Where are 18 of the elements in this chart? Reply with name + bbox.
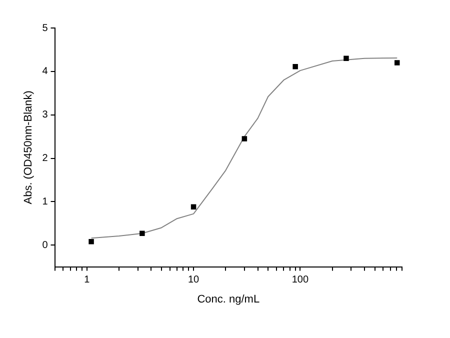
point — [394, 60, 400, 66]
y-axis-title: Abs. (OD450nm-Blank) — [22, 90, 35, 204]
y-tick-label: 0 — [42, 240, 48, 251]
x-axis-title: Conc. ng/mL — [197, 293, 260, 306]
point — [344, 56, 349, 62]
point — [292, 64, 298, 70]
y-tick-label: 5 — [42, 22, 48, 34]
point — [242, 136, 248, 142]
y-tick-label: 2 — [42, 153, 48, 164]
x-tick-label: 10 — [188, 274, 200, 286]
y-tick-label: 4 — [42, 66, 48, 78]
x-tick-label: 1 — [84, 274, 90, 286]
point — [88, 238, 94, 244]
y-tick-label: 1 — [42, 196, 48, 208]
y-tick-label: 3 — [42, 110, 48, 121]
point — [190, 204, 196, 210]
x-tick-label: 100 — [292, 274, 309, 286]
point — [140, 230, 145, 236]
